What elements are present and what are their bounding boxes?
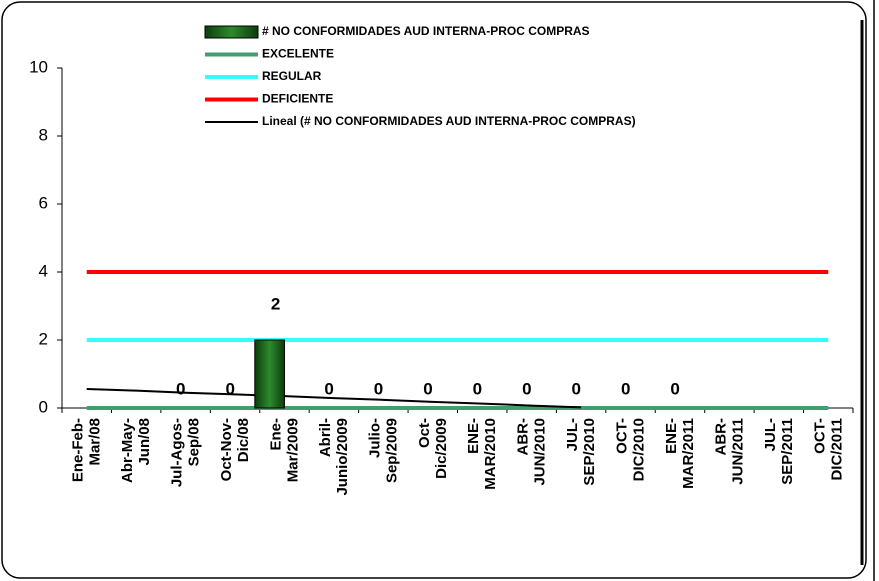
x-tick-label: Sep/2009 [383,418,400,483]
x-tick-label: Dic/2009 [433,418,450,479]
data-label: 0 [522,379,531,398]
legend-label: EXCELENTE [262,47,334,61]
x-tick-label: Ene- [267,418,284,451]
x-tick-label: Ene-Feb- [70,418,87,482]
y-tick-label: 4 [39,261,48,280]
x-tick-label: JUN/2011 [729,418,746,485]
x-tick-label: Jun/08 [136,418,153,466]
x-tick-label: SEP/2010 [581,418,598,486]
x-tick-label: MAR/2011 [680,418,697,489]
x-tick-label: ENE- [663,418,680,454]
y-tick-label: 10 [29,57,48,76]
legend-label: DEFICIENTE [262,92,333,106]
legend-swatch [204,25,259,39]
legend-label: # NO CONFORMIDADES AUD INTERNA-PROC COMP… [262,24,590,38]
x-tick-label: OCT- [811,418,828,454]
x-tick-label: Dic/08 [235,418,252,462]
data-label: 0 [225,379,234,398]
x-tick-label: ABR- [712,418,729,456]
x-tick-label: Abril- [317,418,334,457]
x-tick-label: MAR/2010 [482,418,499,490]
x-tick-label: Oct- [416,418,433,448]
x-tick-label: JUL- [564,418,581,451]
x-tick-label: DIC/2011 [828,418,845,481]
data-label: 2 [271,294,280,313]
y-tick-label: 8 [39,125,48,144]
legend-label: Lineal (# NO CONFORMIDADES AUD INTERNA-P… [262,114,636,128]
x-tick-label: Junio/2009 [334,418,351,496]
x-tick-label: Sep/08 [186,418,203,466]
x-tick-label: DIC/2010 [631,418,648,481]
data-label: 0 [473,379,482,398]
x-tick-label: Jul-Agos- [169,418,186,487]
data-label: 0 [572,379,581,398]
data-label: 0 [374,379,383,398]
line-series [86,387,582,409]
y-tick-label: 2 [39,329,48,348]
x-tick-label: Oct-Nov- [218,418,235,481]
x-tick-label: Mar/08 [87,418,104,466]
data-label: 0 [621,379,630,398]
data-label: 0 [670,379,679,398]
y-tick-label: 6 [39,193,48,212]
data-label: 0 [324,379,333,398]
x-tick-label: ABR- [515,418,532,456]
x-tick-label: Julio- [366,418,383,458]
x-tick-label: JUL- [762,418,779,451]
x-tick-label: SEP/2011 [779,418,796,485]
x-tick-label: ENE- [465,418,482,454]
x-tick-label: Mar/2009 [284,418,301,482]
y-tick-label: 0 [39,397,48,416]
legend-label: REGULAR [262,69,322,83]
bar [254,339,285,409]
data-label: 0 [423,379,432,398]
x-tick-label: Abr-May- [119,418,136,483]
data-label: 0 [176,379,185,398]
x-tick-label: OCT- [614,418,631,454]
x-tick-label: JUN/2010 [532,418,549,486]
